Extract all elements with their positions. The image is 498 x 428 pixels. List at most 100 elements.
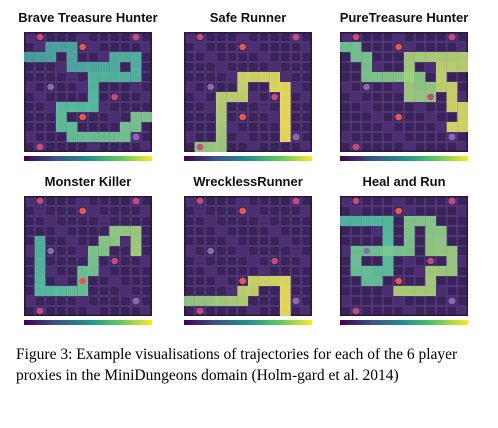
trajectory-cell bbox=[120, 132, 131, 142]
brick-tile bbox=[269, 102, 280, 112]
trajectory-cell bbox=[258, 72, 270, 82]
brick-tile bbox=[248, 32, 259, 42]
brick-tile bbox=[45, 196, 56, 206]
brick-tile bbox=[141, 32, 152, 42]
game-object-icon bbox=[395, 43, 403, 51]
brick-tile bbox=[382, 142, 394, 152]
brick-tile bbox=[194, 72, 206, 82]
brick-tile bbox=[290, 62, 302, 72]
game-object-icon bbox=[292, 297, 300, 305]
brick-tile bbox=[457, 246, 468, 256]
brick-tile bbox=[340, 206, 351, 216]
brick-tile bbox=[216, 256, 227, 266]
brick-tile bbox=[361, 32, 372, 42]
brick-tile bbox=[301, 266, 312, 276]
trajectory-cell bbox=[77, 102, 88, 112]
trajectory-cell bbox=[66, 102, 78, 112]
game-object-icon bbox=[196, 33, 204, 41]
color-bar bbox=[184, 156, 312, 161]
dungeon-map bbox=[340, 32, 468, 152]
brick-tile bbox=[414, 296, 426, 306]
game-object-icon bbox=[132, 33, 140, 41]
brick-tile bbox=[404, 276, 415, 286]
brick-tile bbox=[130, 306, 142, 316]
brick-tile bbox=[205, 206, 216, 216]
brick-tile bbox=[226, 142, 238, 152]
trajectory-cell bbox=[130, 246, 142, 256]
brick-tile bbox=[194, 246, 206, 256]
brick-tile bbox=[340, 306, 351, 316]
brick-tile bbox=[269, 52, 280, 62]
brick-tile bbox=[98, 32, 110, 42]
trajectory-cell bbox=[98, 236, 110, 246]
brick-tile bbox=[280, 32, 291, 42]
trajectory-cell bbox=[34, 246, 46, 256]
brick-tile bbox=[301, 196, 312, 206]
brick-tile bbox=[88, 32, 99, 42]
brick-tile bbox=[24, 206, 35, 216]
game-object-icon bbox=[196, 197, 204, 205]
brick-tile bbox=[237, 266, 248, 276]
game-object-icon bbox=[352, 33, 360, 41]
trajectory-cell bbox=[216, 132, 227, 142]
game-object-icon bbox=[79, 43, 87, 51]
trajectory-cell bbox=[109, 72, 120, 82]
brick-tile bbox=[436, 132, 447, 142]
brick-tile bbox=[98, 286, 110, 296]
brick-tile bbox=[45, 32, 56, 42]
brick-tile bbox=[56, 132, 67, 142]
brick-tile bbox=[446, 276, 458, 286]
brick-tile bbox=[361, 236, 372, 246]
game-object-icon bbox=[207, 247, 215, 255]
brick-tile bbox=[393, 122, 404, 132]
brick-tile bbox=[301, 226, 312, 236]
brick-tile bbox=[24, 142, 35, 152]
brick-tile bbox=[34, 132, 46, 142]
brick-tile bbox=[98, 276, 110, 286]
brick-tile bbox=[77, 216, 88, 226]
trajectory-cell bbox=[404, 92, 415, 102]
trajectory-cell bbox=[457, 112, 468, 122]
brick-tile bbox=[280, 62, 291, 72]
game-object-icon bbox=[427, 93, 435, 101]
brick-tile bbox=[361, 296, 372, 306]
brick-tile bbox=[45, 72, 56, 82]
trajectory-cell bbox=[404, 236, 415, 246]
panel-title: WrecklessRunner bbox=[193, 174, 303, 189]
brick-tile bbox=[226, 196, 238, 206]
trajectory-cell bbox=[88, 62, 99, 72]
trajectory-cell bbox=[446, 102, 458, 112]
brick-tile bbox=[290, 42, 302, 52]
trajectory-cell bbox=[205, 142, 216, 152]
trajectory-cell bbox=[98, 132, 110, 142]
brick-tile bbox=[34, 216, 46, 226]
brick-tile bbox=[258, 286, 270, 296]
trajectory-cell bbox=[340, 216, 351, 226]
brick-tile bbox=[56, 256, 67, 266]
brick-tile bbox=[269, 206, 280, 216]
brick-tile bbox=[350, 122, 362, 132]
brick-tile bbox=[34, 112, 46, 122]
brick-tile bbox=[425, 42, 436, 52]
brick-tile bbox=[280, 266, 291, 276]
trajectory-cell bbox=[109, 226, 120, 236]
brick-tile bbox=[45, 132, 56, 142]
brick-tile bbox=[120, 62, 131, 72]
brick-tile bbox=[404, 32, 415, 42]
brick-tile bbox=[216, 196, 227, 206]
brick-tile bbox=[340, 226, 351, 236]
brick-tile bbox=[194, 236, 206, 246]
brick-tile bbox=[120, 256, 131, 266]
brick-tile bbox=[216, 82, 227, 92]
brick-tile bbox=[98, 142, 110, 152]
game-object-icon bbox=[111, 257, 119, 265]
game-object-icon bbox=[36, 307, 44, 315]
brick-tile bbox=[77, 226, 88, 236]
brick-tile bbox=[216, 286, 227, 296]
brick-tile bbox=[280, 206, 291, 216]
brick-tile bbox=[141, 82, 152, 92]
brick-tile bbox=[248, 52, 259, 62]
brick-tile bbox=[24, 266, 35, 276]
brick-tile bbox=[258, 246, 270, 256]
brick-tile bbox=[372, 256, 383, 266]
